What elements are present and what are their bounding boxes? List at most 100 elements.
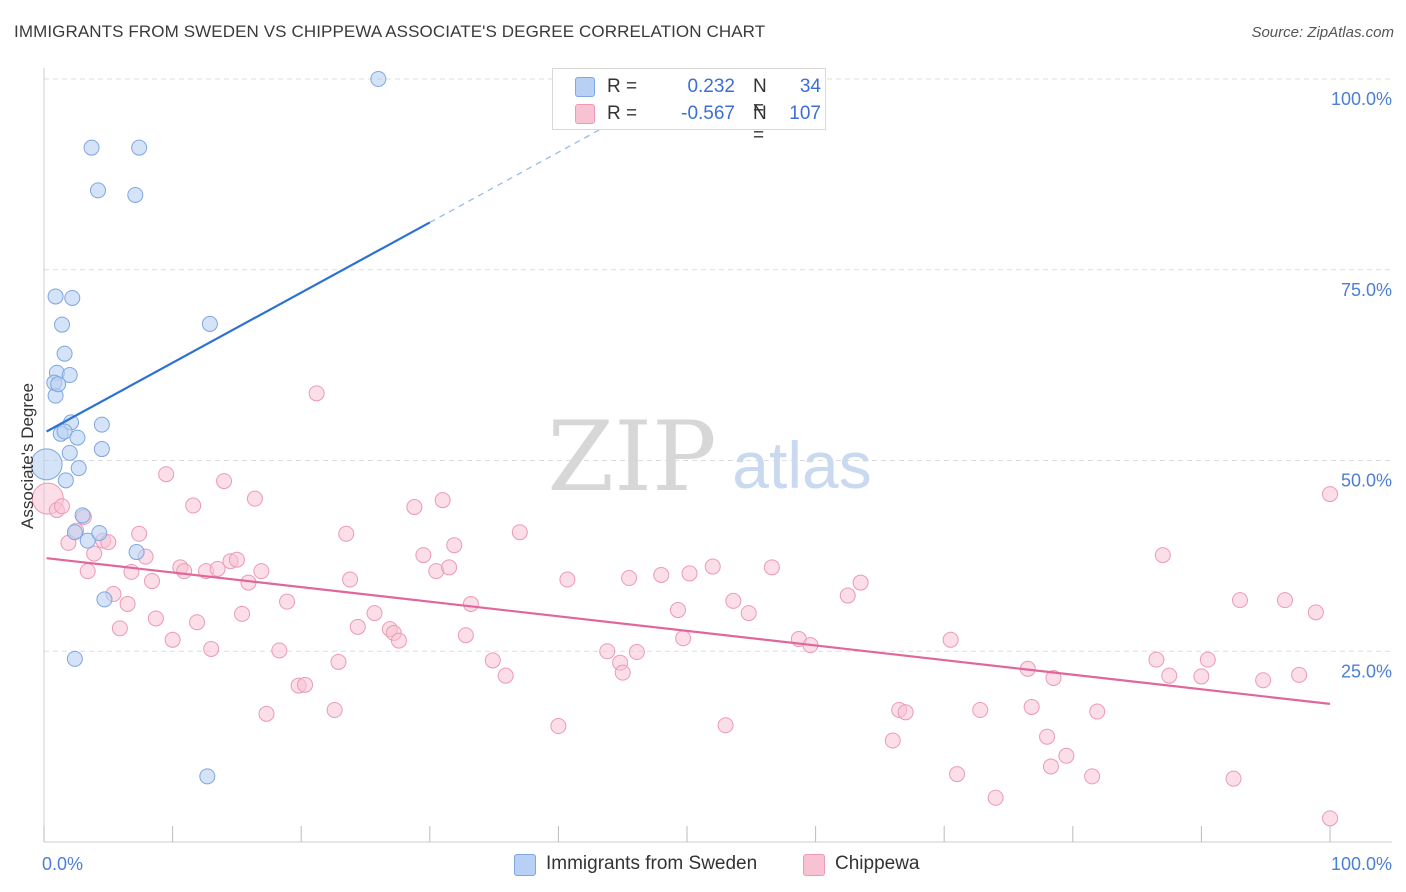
chippewa-point	[725, 592, 742, 609]
chippewa-point	[434, 492, 451, 509]
chippewa-point	[884, 732, 901, 749]
chippewa-point	[79, 563, 96, 580]
chippewa-points	[31, 385, 1338, 827]
sweden-point	[83, 139, 100, 156]
y-tick-label: 75.0%	[1341, 280, 1392, 300]
chippewa-point	[271, 642, 288, 659]
chippewa-point	[839, 587, 856, 604]
chippewa-point	[176, 563, 193, 580]
chippewa-point	[949, 766, 966, 783]
sweden-point	[30, 448, 63, 481]
chippewa-point	[484, 652, 501, 669]
sweden-point	[61, 444, 78, 461]
sweden-point	[74, 507, 91, 524]
chippewa-point	[972, 702, 989, 719]
chippewa-point	[1193, 668, 1210, 685]
chippewa-point	[86, 545, 103, 562]
sweden-points	[30, 71, 387, 785]
chippewa-point	[852, 574, 869, 591]
chippewa-point	[1084, 768, 1101, 785]
sweden-point	[128, 544, 145, 561]
y-tick-label: 100.0%	[1331, 89, 1392, 109]
chippewa-point	[1231, 592, 1248, 609]
x-tick-label: 100.0%	[1331, 854, 1392, 874]
bottom-legend-label-chippewa: Chippewa	[835, 853, 920, 874]
sweden-point	[96, 591, 113, 608]
sweden-point	[66, 650, 83, 667]
sweden-point	[370, 71, 387, 87]
chippewa-point	[763, 559, 780, 576]
sweden-point	[56, 423, 73, 440]
sweden-point	[93, 441, 110, 458]
chippewa-point	[497, 667, 514, 684]
chippewa-point	[599, 643, 616, 660]
legend-n-label: N =	[753, 103, 767, 146]
chippewa-point	[942, 631, 959, 648]
chippewa-point	[111, 620, 128, 637]
chippewa-point	[1161, 667, 1178, 684]
legend-swatch-sweden	[575, 77, 595, 97]
chippewa-point	[621, 570, 638, 587]
chippewa-point	[1042, 758, 1059, 775]
sweden-point	[61, 367, 78, 384]
chippewa-point	[216, 473, 233, 490]
watermark-atlas: atlas	[732, 428, 871, 502]
sweden-point	[93, 416, 110, 433]
chippewa-point	[144, 573, 161, 590]
chippewa-point	[628, 644, 645, 661]
chippewa-point	[1199, 651, 1216, 668]
sweden-point	[66, 524, 83, 541]
legend-n-value: 107	[789, 103, 821, 124]
chippewa-point	[1307, 604, 1324, 621]
sweden-point	[127, 186, 144, 203]
bottom-legend-swatch-chippewa	[803, 854, 825, 876]
chippewa-point	[669, 602, 686, 619]
x-tick-label: 0.0%	[42, 854, 83, 874]
chippewa-point	[653, 566, 670, 583]
chippewa-point	[897, 704, 914, 721]
chippewa-point	[406, 499, 423, 516]
y-tick-label: 25.0%	[1341, 661, 1392, 681]
chippewa-point	[234, 605, 251, 622]
chippewa-point	[1322, 810, 1338, 827]
chippewa-point	[1148, 651, 1165, 668]
sweden-point	[131, 139, 148, 156]
legend-r-value: 0.232	[687, 76, 735, 97]
chippewa-point	[326, 702, 343, 719]
sweden-point	[79, 532, 96, 549]
chippewa-point	[704, 558, 721, 575]
chippewa-point	[1089, 703, 1106, 720]
chippewa-point	[987, 789, 1004, 806]
chippewa-point	[119, 595, 136, 612]
chippewa-point	[1058, 747, 1075, 764]
chippewa-point	[253, 563, 270, 580]
chippewa-point	[330, 653, 347, 670]
trend-layer	[46, 116, 1331, 705]
chippewa-point	[1276, 592, 1293, 609]
legend-r-label: R =	[607, 76, 638, 97]
legend-r-value: -0.567	[681, 103, 735, 124]
legend-n-label: N =	[753, 76, 767, 119]
sweden-point	[54, 316, 71, 333]
sweden-point	[64, 289, 81, 306]
chippewa-point	[279, 593, 296, 610]
chippewa-point	[209, 560, 226, 577]
chippewa-point	[1255, 672, 1272, 689]
chart-title: IMMIGRANTS FROM SWEDEN VS CHIPPEWA ASSOC…	[14, 22, 766, 41]
chippewa-point	[559, 571, 576, 588]
chippewa-point	[614, 664, 631, 681]
chippewa-point	[681, 565, 698, 582]
chart-source: Source: ZipAtlas.com	[1251, 24, 1394, 41]
sweden-point	[47, 288, 64, 305]
chippewa-point	[462, 595, 479, 612]
chippewa-point	[550, 718, 567, 735]
sweden-trend-line	[46, 221, 431, 433]
chippewa-point	[1225, 770, 1242, 787]
legend-swatch-chippewa	[575, 104, 595, 124]
chippewa-point	[675, 630, 692, 647]
chippewa-point	[164, 631, 181, 648]
chippewa-point	[158, 466, 175, 483]
bottom-legend-swatch-sweden	[514, 854, 536, 876]
watermark-zip: ZIP	[547, 401, 716, 513]
chippewa-point	[511, 524, 528, 541]
